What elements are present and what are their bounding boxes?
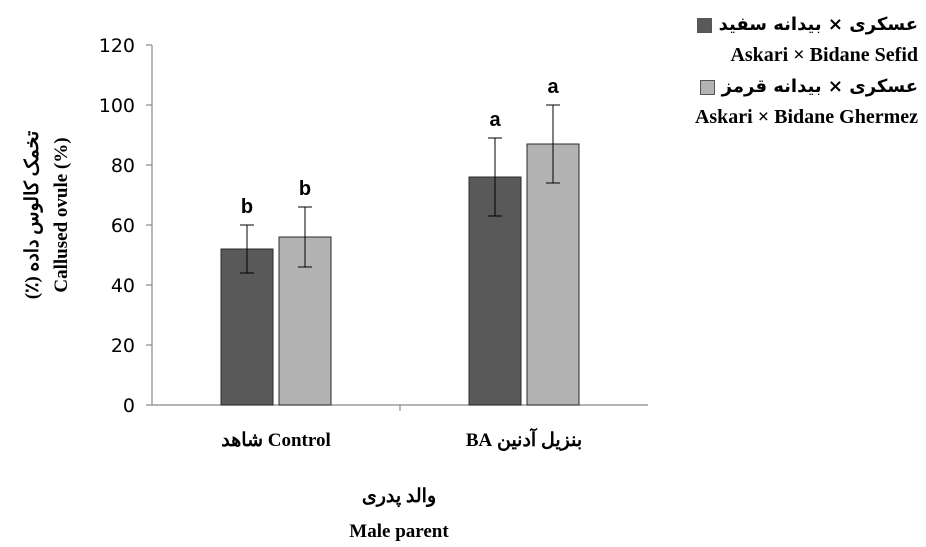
y-tick-label: 100 — [99, 95, 135, 117]
y-axis-label: Callused ovule (%) — [51, 137, 72, 292]
y-tick-label: 20 — [111, 335, 135, 357]
legend-swatch — [700, 79, 716, 95]
legend-swatch — [697, 17, 713, 33]
x-axis-label: Male parent — [349, 521, 449, 542]
bar — [220, 248, 274, 406]
y-tick-label: 80 — [111, 155, 135, 177]
significance-letter: b — [299, 178, 311, 200]
y-axis-label-fa: تخمک کالوس داده (٪) — [22, 131, 43, 299]
legend-item-sefid: عسکری × بیدانه سفید Askari × Bidane Sefi… — [668, 10, 924, 70]
legend-item-ghermez: عسکری × بیدانه قرمز Askari × Bidane Gher… — [668, 72, 924, 132]
category-label: Control شاهد — [221, 430, 330, 451]
y-tick-label: 0 — [123, 395, 135, 417]
legend-label-en: Askari × Bidane Sefid — [730, 44, 918, 66]
bars: b b a a — [220, 76, 580, 406]
legend-label-en: Askari × Bidane Ghermez — [694, 106, 918, 128]
axis-labels: والد پدری Male parent تخمک کالوس داده (٪… — [22, 131, 449, 542]
x-axis-label-fa: والد پدری — [362, 486, 436, 507]
y-tick-label: 60 — [111, 215, 135, 237]
category-label: بنزیل آدنین BA — [466, 427, 582, 451]
legend-label-fa: عسکری × بیدانه سفید — [718, 14, 918, 35]
significance-letter: a — [547, 76, 559, 98]
legend: عسکری × بیدانه سفید Askari × Bidane Sefi… — [668, 10, 924, 134]
significance-letter: b — [241, 196, 253, 218]
legend-label-fa: عسکری × بیدانه قرمز — [721, 76, 918, 97]
axes: 0 20 40 60 80 100 120 Control شاهد بنزیل آدنین B… — [99, 35, 648, 451]
y-tick-label: 120 — [99, 35, 135, 57]
significance-letter: a — [489, 109, 501, 131]
bar — [526, 143, 580, 406]
y-tick-label: 40 — [111, 275, 135, 297]
